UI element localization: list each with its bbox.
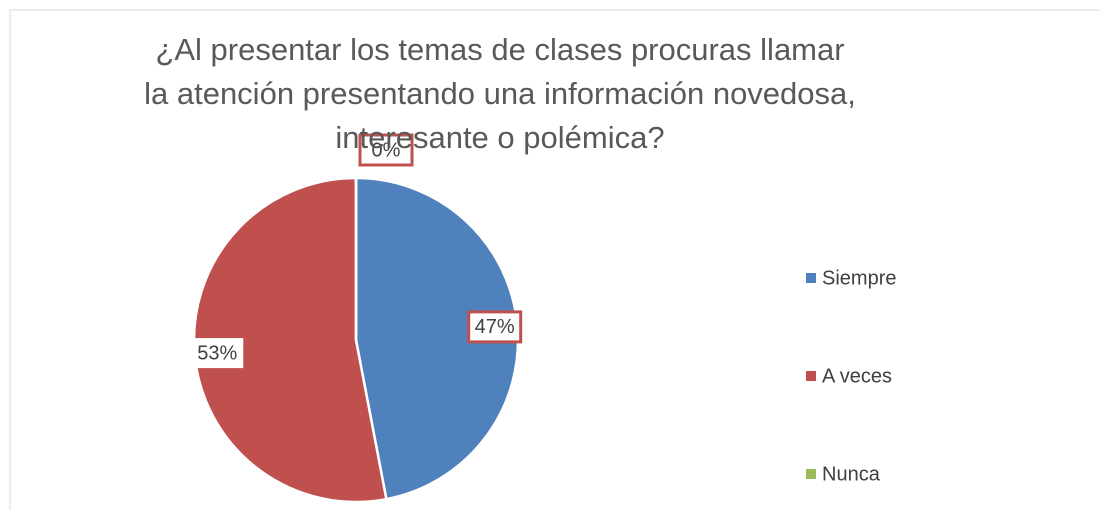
data-label: 47% bbox=[475, 316, 515, 338]
data-label: 0% bbox=[372, 139, 401, 161]
data-label-box bbox=[358, 133, 414, 167]
legend-label: Siempre bbox=[822, 267, 896, 289]
legend-swatch bbox=[806, 469, 816, 479]
data-label-box bbox=[191, 338, 244, 369]
chart-title: ¿Al presentar los temas de clases procur… bbox=[144, 32, 856, 155]
chart-frame bbox=[9, 9, 1100, 510]
legend-label: A veces bbox=[822, 365, 892, 387]
legend-label: Nunca bbox=[822, 463, 881, 485]
data-label: 53% bbox=[197, 342, 237, 364]
data-label-box bbox=[467, 310, 523, 344]
legend-swatch bbox=[806, 371, 816, 381]
legend-swatch bbox=[806, 273, 816, 283]
